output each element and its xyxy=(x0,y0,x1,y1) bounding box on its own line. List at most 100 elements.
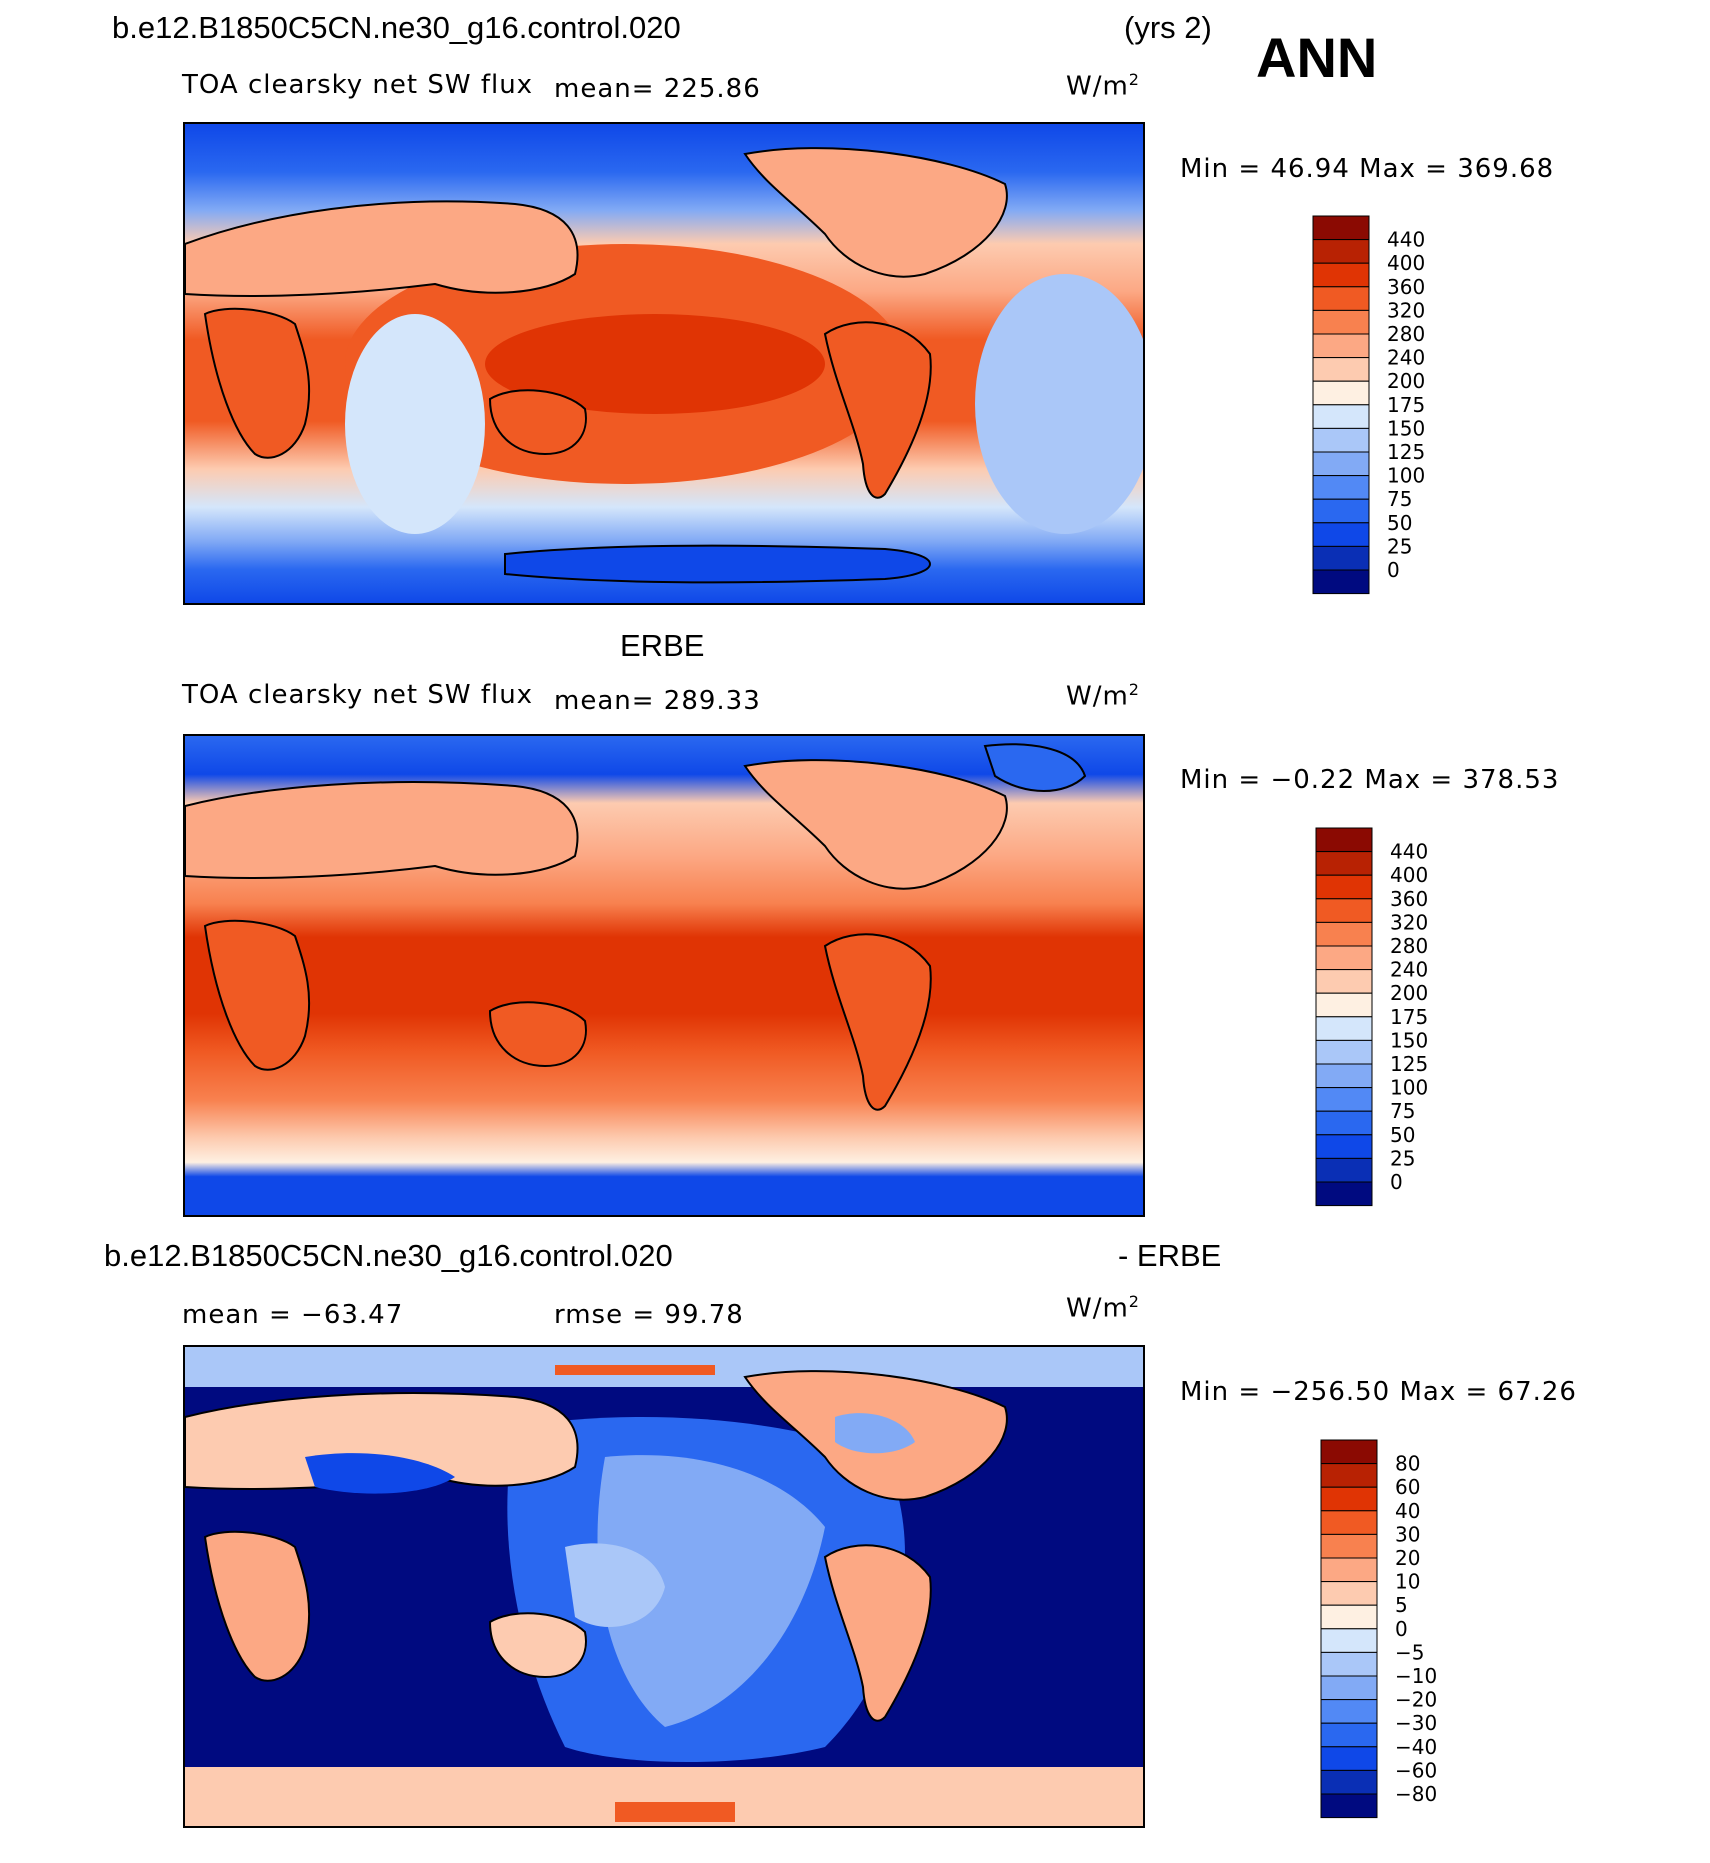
middle-colorbar-tick-label: 175 xyxy=(1390,1005,1428,1029)
bottom-colorbar-box xyxy=(1320,1793,1378,1819)
top-units-label: W/m2 xyxy=(1066,70,1140,102)
bottom-colorbar-box xyxy=(1320,1769,1378,1795)
bottom-colorbar-box xyxy=(1320,1557,1378,1583)
top-map-field xyxy=(185,124,1143,603)
top-colorbar-box xyxy=(1312,262,1370,288)
bottom-colorbar: 80 60 40 30 20 10 5 0 −5 −10 −20 −30 −40 −60 −80 xyxy=(1320,1439,1471,1820)
middle-colorbar-tick-label: 125 xyxy=(1390,1052,1428,1076)
bottom-colorbar-box xyxy=(1320,1651,1378,1677)
middle-colorbar: 440 400 360 320 280 240 200 175 150 125 100 75 50 25 0 xyxy=(1315,827,1456,1208)
middle-case-title: ERBE xyxy=(620,628,705,663)
bottom-colorbar-tick-label: −30 xyxy=(1395,1711,1437,1735)
middle-colorbar-box xyxy=(1315,945,1373,971)
top-colorbar-tick-label: 0 xyxy=(1387,558,1400,582)
middle-map-field xyxy=(185,736,1143,1215)
top-colorbar-tick-label: 440 xyxy=(1387,228,1425,252)
bottom-colorbar-tick-label: −20 xyxy=(1395,1688,1437,1712)
bottom-rmse-label: rmse = 99.78 xyxy=(554,1300,744,1330)
top-colorbar-tick-label: 75 xyxy=(1387,487,1412,511)
top-colorbar-box xyxy=(1312,498,1370,524)
bottom-colorbar-box xyxy=(1320,1722,1378,1748)
bottom-colorbar-tick-label: 5 xyxy=(1395,1593,1408,1617)
top-colorbar-tick-label: 200 xyxy=(1387,369,1425,393)
bottom-map xyxy=(183,1345,1145,1828)
bottom-colorbar-tick-label: 60 xyxy=(1395,1475,1420,1499)
middle-colorbar-box xyxy=(1315,1016,1373,1041)
bottom-colorbar-box xyxy=(1320,1486,1378,1512)
top-colorbar-tick-label: 280 xyxy=(1387,322,1425,346)
top-colorbar-box xyxy=(1312,545,1370,571)
top-colorbar-box xyxy=(1312,404,1370,429)
top-colorbar-tick-label: 400 xyxy=(1387,251,1425,275)
bottom-colorbar-box xyxy=(1320,1463,1378,1488)
middle-colorbar-box xyxy=(1315,921,1373,947)
middle-colorbar-tick-label: 440 xyxy=(1390,840,1428,864)
bottom-minus-label: - ERBE xyxy=(1118,1238,1222,1273)
top-units-base: W/m xyxy=(1066,71,1129,102)
bottom-colorbar-tick-label: −40 xyxy=(1395,1735,1437,1759)
bottom-colorbar-tick-label: −5 xyxy=(1395,1640,1424,1664)
top-colorbar-tick-label: 240 xyxy=(1387,346,1425,370)
middle-colorbar-tick-label: 360 xyxy=(1390,887,1428,911)
middle-colorbar-box xyxy=(1315,827,1373,853)
middle-units-label: W/m2 xyxy=(1066,680,1140,712)
bottom-colorbar-box xyxy=(1320,1628,1378,1653)
middle-colorbar-box xyxy=(1315,898,1373,923)
middle-units-exp: 2 xyxy=(1128,680,1140,699)
middle-units-base: W/m xyxy=(1066,681,1129,712)
top-colorbar-tick-label: 360 xyxy=(1387,275,1425,299)
top-colorbar-box xyxy=(1312,451,1370,477)
bottom-colorbar-box xyxy=(1320,1581,1378,1606)
top-colorbar-tick-label: 100 xyxy=(1387,464,1425,488)
bottom-minmax-label: Min = −256.50 Max = 67.26 xyxy=(1180,1377,1577,1407)
bottom-colorbar-tick-label: −60 xyxy=(1395,1758,1437,1782)
top-case-title: b.e12.B1850C5CN.ne30_g16.control.020 xyxy=(112,10,681,45)
top-colorbar-tick-label: 50 xyxy=(1387,511,1412,535)
middle-colorbar-box xyxy=(1315,851,1373,876)
middle-minmax-label: Min = −0.22 Max = 378.53 xyxy=(1180,765,1560,795)
middle-colorbar-box xyxy=(1315,1087,1373,1112)
middle-colorbar-tick-label: 400 xyxy=(1390,863,1428,887)
top-colorbar-box xyxy=(1312,380,1370,406)
top-colorbar-box xyxy=(1312,286,1370,311)
bottom-colorbar-tick-label: 0 xyxy=(1395,1617,1408,1641)
middle-colorbar-box xyxy=(1315,1039,1373,1065)
middle-colorbar-box xyxy=(1315,1181,1373,1207)
middle-colorbar-box xyxy=(1315,1134,1373,1159)
top-colorbar-box xyxy=(1312,427,1370,453)
top-colorbar-tick-label: 320 xyxy=(1387,298,1425,322)
middle-variable-label: TOA clearsky net SW flux xyxy=(182,680,534,710)
top-colorbar-tick-label: 175 xyxy=(1387,393,1425,417)
top-colorbar-box xyxy=(1312,333,1370,359)
bottom-colorbar-tick-label: 80 xyxy=(1395,1452,1420,1476)
middle-colorbar-box xyxy=(1315,874,1373,900)
bottom-colorbar-tick-label: 30 xyxy=(1395,1522,1420,1546)
middle-colorbar-tick-label: 75 xyxy=(1390,1099,1415,1123)
middle-colorbar-tick-label: 200 xyxy=(1390,981,1428,1005)
bottom-mean-label: mean = −63.47 xyxy=(182,1300,404,1330)
top-years-label: (yrs 2) xyxy=(1124,10,1212,45)
bottom-units-exp: 2 xyxy=(1128,1292,1140,1311)
top-variable-label: TOA clearsky net SW flux xyxy=(182,70,534,100)
middle-colorbar-box xyxy=(1315,992,1373,1018)
middle-colorbar-tick-label: 280 xyxy=(1390,934,1428,958)
middle-mean-label: mean= 289.33 xyxy=(554,686,761,716)
bottom-colorbar-tick-label: 20 xyxy=(1395,1546,1420,1570)
bottom-case-title: b.e12.B1850C5CN.ne30_g16.control.020 xyxy=(104,1238,673,1273)
middle-colorbar-tick-label: 320 xyxy=(1390,910,1428,934)
top-colorbar-tick-label: 150 xyxy=(1387,416,1425,440)
bottom-colorbar-box xyxy=(1320,1533,1378,1559)
bottom-colorbar-tick-label: −80 xyxy=(1395,1782,1437,1806)
middle-colorbar-tick-label: 150 xyxy=(1390,1028,1428,1052)
bottom-colorbar-box xyxy=(1320,1746,1378,1771)
bottom-colorbar-box xyxy=(1320,1699,1378,1724)
top-colorbar: 440 400 360 320 280 240 200 175 150 125 100 75 50 25 0 xyxy=(1312,215,1453,596)
bottom-colorbar-tick-label: 40 xyxy=(1395,1499,1420,1523)
bottom-units-base: W/m xyxy=(1066,1293,1129,1324)
season-label: ANN xyxy=(1256,26,1378,89)
middle-colorbar-tick-label: 25 xyxy=(1390,1146,1415,1170)
top-colorbar-box xyxy=(1312,475,1370,500)
